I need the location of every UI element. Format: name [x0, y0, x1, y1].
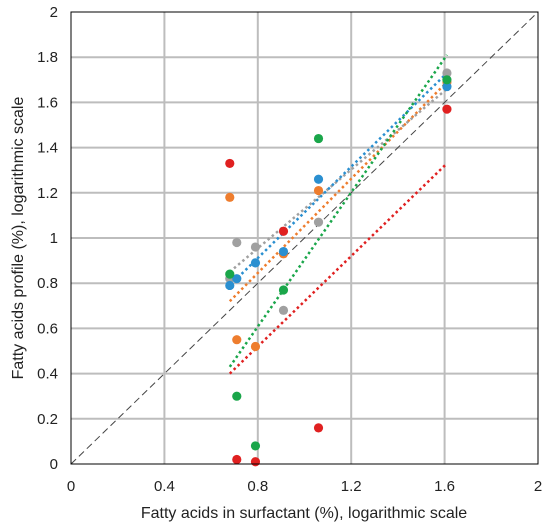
data-point [225, 192, 235, 202]
tick-labels: 0 0.4 0.8 1.2 1.6 2 0 0.2 0.4 0.6 0.8 1 1.2 1.4 1.6 1.8… [37, 4, 542, 495]
data-point [278, 305, 289, 315]
data-point [250, 457, 261, 467]
data-point [250, 258, 261, 268]
x-tick-label: 1.2 [341, 478, 362, 495]
data-point [278, 246, 289, 257]
trendline [228, 162, 448, 375]
data-point [225, 280, 235, 291]
y-tick-label: 0.8 [37, 275, 58, 292]
data-point [278, 226, 289, 236]
data-point [313, 423, 324, 433]
y-tick-label: 1.4 [37, 140, 58, 157]
x-axis-label: Fatty acids in surfactant (%), logarithm… [141, 505, 467, 522]
x-tick-label: 0.8 [247, 478, 268, 495]
data-point [442, 81, 452, 92]
data-point [250, 341, 261, 352]
data-point [313, 217, 324, 227]
y-tick-label: 0 [50, 456, 58, 473]
reference-line [70, 11, 539, 465]
data-point [250, 242, 261, 252]
plot-frame [70, 11, 539, 465]
x-tick-label: 0.4 [154, 478, 175, 495]
data-point [232, 237, 242, 248]
trendline [228, 81, 448, 303]
y-tick-label: 1 [50, 230, 58, 247]
y-tick-label: 0.2 [37, 411, 58, 428]
data-point [225, 158, 235, 169]
trendline [228, 87, 448, 273]
data-point [442, 68, 452, 78]
data-point [278, 285, 289, 295]
data-point [232, 274, 242, 284]
y-tick-label: 0.4 [37, 366, 58, 383]
data-point [442, 104, 452, 114]
trendlines [228, 54, 448, 375]
x-tick-label: 2 [534, 478, 542, 495]
grid-lines [71, 12, 538, 464]
data-point [442, 75, 452, 85]
x-tick-label: 0 [67, 478, 75, 495]
data-point [232, 335, 242, 345]
y-tick-label: 0.6 [37, 320, 58, 337]
data-point [313, 174, 324, 184]
x-tick-label: 1.6 [434, 478, 455, 495]
data-point [313, 133, 324, 144]
y-tick-label: 1.2 [37, 185, 58, 202]
data-point [232, 391, 242, 401]
y-axis-label: Fatty acids profile (%), logarithmic sca… [10, 97, 27, 380]
data-point [250, 441, 261, 451]
data-point [225, 269, 235, 279]
data-point [232, 454, 242, 465]
y-tick-label: 1.8 [37, 49, 58, 66]
y-tick-label: 1.6 [37, 94, 58, 111]
identity-line [70, 11, 539, 465]
data-point [313, 185, 324, 196]
y-tick-label: 2 [50, 4, 58, 21]
